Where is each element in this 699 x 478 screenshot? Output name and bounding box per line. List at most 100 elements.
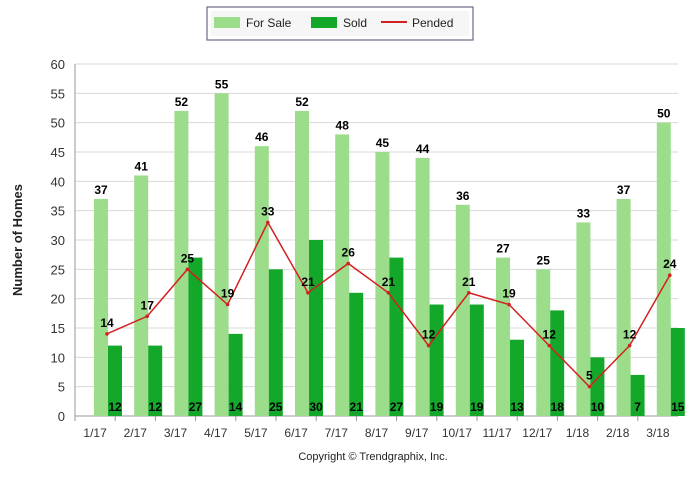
data-label-for-sale: 27 <box>496 242 510 256</box>
data-label-sold: 10 <box>591 400 605 414</box>
bar-sold <box>510 339 524 416</box>
pended-point <box>145 314 149 319</box>
data-label-pended: 21 <box>382 275 396 289</box>
bar-for-sale <box>335 134 350 416</box>
data-label-pended: 21 <box>301 275 315 289</box>
pended-point <box>426 343 431 348</box>
bar-sold <box>148 345 163 416</box>
pended-point <box>467 291 471 295</box>
pended-point <box>386 291 391 295</box>
y-tick-label: 50 <box>51 116 65 131</box>
x-tick-label: 5/17 <box>244 426 268 440</box>
pended-point <box>306 291 310 295</box>
pended-line <box>105 220 672 389</box>
bar-sold <box>188 257 203 416</box>
y-tick-labels: 0 5 10 15 20 25 30 35 40 45 50 55 60 <box>51 57 65 424</box>
pended-point <box>105 332 109 336</box>
bars <box>94 93 685 417</box>
pended-point <box>547 343 551 348</box>
bar-sold <box>108 345 122 416</box>
bar-for-sale <box>375 152 390 416</box>
data-label-pended: 5 <box>586 369 593 383</box>
x-tick-label: 9/17 <box>405 426 429 440</box>
pended-point <box>587 384 592 389</box>
x-tick-label: 4/17 <box>204 426 228 440</box>
legend-label-sold: Sold <box>343 16 367 30</box>
pended-point <box>266 220 270 225</box>
x-tick-label: 3/18 <box>646 426 670 440</box>
y-tick-label: 15 <box>51 321 65 336</box>
copyright-text: Copyright © Trendgraphix, Inc. <box>298 451 447 463</box>
bar-sold <box>268 269 283 416</box>
data-label-sold: 30 <box>309 400 323 414</box>
pended-point <box>225 302 230 307</box>
data-label-sold: 12 <box>149 400 163 414</box>
x-tick-label: 2/18 <box>606 426 630 440</box>
x-tick-label: 2/17 <box>124 426 148 440</box>
x-tick-label: 1/17 <box>83 426 107 440</box>
data-label-sold: 21 <box>350 400 364 414</box>
data-label-pended: 12 <box>543 328 557 342</box>
bar-sold <box>228 333 243 416</box>
bar-sold <box>550 310 565 416</box>
data-label-for-sale: 37 <box>94 183 108 197</box>
x-tick-label: 10/17 <box>442 426 472 440</box>
data-label-for-sale: 46 <box>255 130 269 144</box>
y-tick-label: 45 <box>51 145 65 160</box>
y-tick-label: 30 <box>51 233 65 248</box>
bar-for-sale <box>214 93 229 416</box>
x-tick-label: 11/17 <box>483 426 512 440</box>
data-label-pended: 21 <box>462 275 476 289</box>
bar-for-sale <box>455 204 470 416</box>
pended-point <box>346 261 351 266</box>
data-label-pended: 25 <box>181 251 195 265</box>
data-label-for-sale: 33 <box>577 206 591 220</box>
data-label-pended: 19 <box>502 287 516 301</box>
data-label-pended: 19 <box>221 287 235 301</box>
data-label-for-sale: 50 <box>657 107 671 121</box>
y-tick-label: 10 <box>51 350 65 365</box>
y-tick-label: 0 <box>58 409 65 424</box>
data-label-for-sale: 44 <box>416 142 430 156</box>
data-label-sold: 27 <box>189 400 203 414</box>
bar-sold <box>469 304 484 416</box>
data-label-pended: 12 <box>422 328 436 342</box>
bar-sold <box>309 240 323 416</box>
bar-for-sale <box>576 222 591 416</box>
data-label-for-sale: 36 <box>456 189 470 203</box>
bar-for-sale <box>134 175 149 416</box>
bar-sold <box>590 357 605 416</box>
pended-point <box>668 273 672 278</box>
data-label-pended: 17 <box>141 298 155 312</box>
bar-sold <box>670 328 685 416</box>
data-label-for-sale: 37 <box>617 183 631 197</box>
bar-for-sale <box>415 157 430 416</box>
bar-sold <box>349 292 364 416</box>
x-tick-labels: 1/17 2/17 3/17 4/17 5/17 6/17 7/17 8/17 9/17 10/1… <box>83 426 669 440</box>
y-tick-label: 60 <box>51 57 65 72</box>
bar-for-sale <box>656 122 671 417</box>
data-label-sold: 14 <box>229 400 243 414</box>
data-label-pended: 14 <box>100 316 114 330</box>
data-label-for-sale: 52 <box>295 95 309 109</box>
x-tick-label: 8/17 <box>365 426 389 440</box>
data-label-sold: 13 <box>510 400 524 414</box>
legend-swatch-sold <box>311 17 337 28</box>
bar-for-sale <box>94 198 108 416</box>
y-tick-label: 25 <box>51 262 65 277</box>
data-label-sold: 27 <box>390 400 404 414</box>
bar-sold <box>389 257 404 416</box>
bar-sold <box>630 374 645 416</box>
bar-for-sale <box>536 269 551 416</box>
data-label-sold: 12 <box>108 400 122 414</box>
legend-label-pended: Pended <box>412 16 453 30</box>
legend-swatch-for-sale <box>214 17 240 28</box>
y-tick-label: 35 <box>51 204 65 219</box>
pended-point <box>507 302 511 307</box>
data-label-for-sale: 41 <box>135 159 149 173</box>
bar-for-sale <box>295 110 309 416</box>
bar-for-sale <box>174 110 189 416</box>
x-tick-label: 7/17 <box>325 426 349 440</box>
y-tick-label: 20 <box>51 292 65 307</box>
